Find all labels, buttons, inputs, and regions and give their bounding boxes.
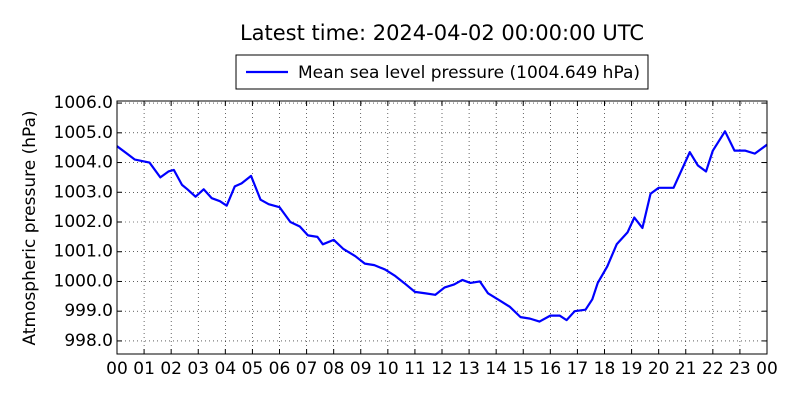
x-tick-label: 11 xyxy=(404,359,426,379)
y-tick-label: 1004.0 xyxy=(54,153,113,173)
x-tick-label: 03 xyxy=(187,359,209,379)
x-tick-label: 21 xyxy=(675,359,697,379)
y-tick-label: 1006.0 xyxy=(54,93,113,113)
x-tick-label: 06 xyxy=(269,359,291,379)
y-tick-label: 998.0 xyxy=(64,331,113,351)
line-series xyxy=(116,130,768,323)
x-tick-label: 05 xyxy=(242,359,264,379)
x-tick-label: 02 xyxy=(160,359,182,379)
x-tick-label: 15 xyxy=(512,359,534,379)
legend: Mean sea level pressure (1004.649 hPa) xyxy=(235,54,649,90)
x-tick-label: 09 xyxy=(350,359,372,379)
chart-title: Latest time: 2024-04-02 00:00:00 UTC xyxy=(240,21,644,45)
y-tick-label: 1001.0 xyxy=(54,242,113,262)
legend-box xyxy=(235,54,649,90)
y-tick-label: 1002.0 xyxy=(54,212,113,232)
y-axis-label: Atmospheric pressure (hPa) xyxy=(20,110,40,345)
x-tick-label: 08 xyxy=(323,359,345,379)
y-tick-label: 1005.0 xyxy=(54,123,113,143)
x-tick-label: 00 xyxy=(756,359,778,379)
y-tick-label: 1003.0 xyxy=(54,182,113,202)
y-tick-label: 1000.0 xyxy=(54,271,113,291)
x-tick-label: 07 xyxy=(296,359,318,379)
x-tick-label: 13 xyxy=(458,359,480,379)
x-tick-label: 22 xyxy=(702,359,724,379)
x-tick-label: 19 xyxy=(621,359,643,379)
legend-label: Mean sea level pressure (1004.649 hPa) xyxy=(298,63,640,83)
y-tick-label: 999.0 xyxy=(64,301,113,321)
x-tick-label: 14 xyxy=(485,359,507,379)
x-tick-label: 23 xyxy=(729,359,751,379)
x-tick-label: 04 xyxy=(215,359,237,379)
x-tick-label: 18 xyxy=(594,359,616,379)
x-tick-label: 16 xyxy=(540,359,562,379)
x-tick-label: 17 xyxy=(567,359,589,379)
x-tick-label: 20 xyxy=(648,359,670,379)
x-tick-label: 01 xyxy=(133,359,155,379)
x-tick-label: 10 xyxy=(377,359,399,379)
x-tick-label: 00 xyxy=(106,359,128,379)
x-tick-label: 12 xyxy=(431,359,453,379)
plot-frame xyxy=(116,100,768,355)
